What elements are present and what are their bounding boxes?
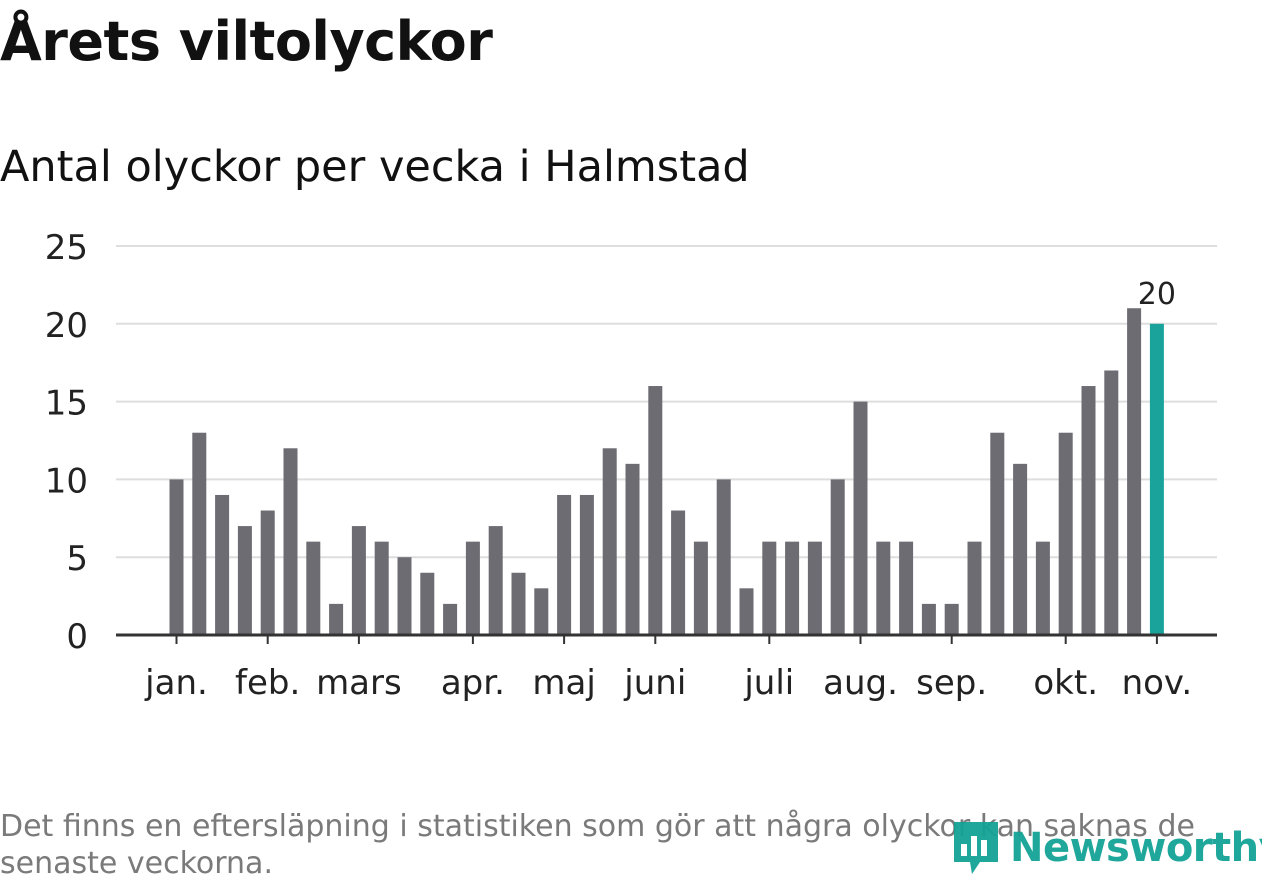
y-tick-label: 20 — [45, 306, 88, 346]
x-tick-label: okt. — [1033, 663, 1098, 703]
x-tick-label: feb. — [235, 663, 300, 703]
brand-name: Newsworthy — [1010, 825, 1262, 871]
bar — [739, 588, 754, 635]
y-tick-label: 15 — [45, 384, 88, 424]
x-tick-label: juli — [743, 663, 794, 703]
newsworthy-logo-icon — [954, 822, 998, 874]
bar — [693, 541, 708, 635]
x-tick-label: aug. — [823, 663, 898, 703]
x-tick-label: juni — [623, 663, 686, 703]
bar — [374, 541, 389, 635]
bar — [876, 541, 891, 635]
x-tick-label: mars — [316, 663, 402, 703]
bar — [625, 463, 640, 635]
bar — [192, 432, 207, 635]
bar — [648, 386, 663, 635]
bar — [329, 603, 344, 635]
x-tick-label: jan. — [144, 663, 208, 703]
bar — [785, 541, 800, 635]
bar — [1104, 370, 1119, 635]
bar — [671, 510, 686, 635]
bar — [921, 603, 936, 635]
bar — [1081, 386, 1096, 635]
bar — [853, 401, 868, 635]
bar — [534, 588, 549, 635]
bar — [397, 557, 412, 635]
chart-subtitle: Antal olyckor per vecka i Halmstad — [0, 142, 750, 192]
bar — [967, 541, 982, 635]
x-tick-label: maj — [532, 663, 595, 703]
bar — [1035, 541, 1050, 635]
y-tick-label: 25 — [45, 228, 88, 268]
bar — [716, 479, 731, 635]
bar — [420, 572, 435, 635]
bar — [830, 479, 845, 635]
bar — [579, 494, 594, 635]
bar — [260, 510, 275, 635]
bar — [944, 603, 959, 635]
bar — [443, 603, 458, 635]
x-tick-label: apr. — [441, 663, 505, 703]
bar — [306, 541, 321, 635]
chart-title: Årets viltolyckor — [0, 10, 493, 73]
bar — [807, 541, 822, 635]
bar — [899, 541, 914, 635]
bar — [465, 541, 480, 635]
bar-highlight — [1149, 323, 1164, 635]
y-tick-label: 10 — [45, 461, 88, 501]
bar — [557, 494, 572, 635]
y-axis-ticks: 0 5 10 15 20 25 — [45, 228, 88, 657]
y-tick-label: 5 — [66, 539, 88, 579]
highlight-data-label: 20 — [1138, 277, 1176, 312]
bar — [169, 479, 184, 635]
y-tick-label: 0 — [66, 617, 88, 657]
newsworthy-logo: Newsworthy — [950, 818, 1262, 878]
x-tick-label: nov. — [1122, 663, 1193, 703]
x-axis: jan. feb. mars apr. maj juni juli aug. sep. okt. n… — [116, 633, 1217, 703]
data-labels: 20 — [1138, 277, 1176, 312]
bar — [1058, 432, 1073, 635]
grid-lines — [116, 245, 1217, 559]
bar — [1013, 463, 1028, 635]
bars — [169, 308, 1164, 635]
bar — [602, 448, 617, 635]
bar — [283, 448, 298, 635]
bar — [488, 526, 503, 635]
bar — [990, 432, 1005, 635]
bar — [215, 494, 230, 635]
bar — [351, 526, 366, 635]
bar — [1127, 308, 1142, 635]
bar — [511, 572, 526, 635]
x-tick-label: sep. — [916, 663, 987, 703]
bar — [762, 541, 777, 635]
bar — [237, 526, 252, 635]
